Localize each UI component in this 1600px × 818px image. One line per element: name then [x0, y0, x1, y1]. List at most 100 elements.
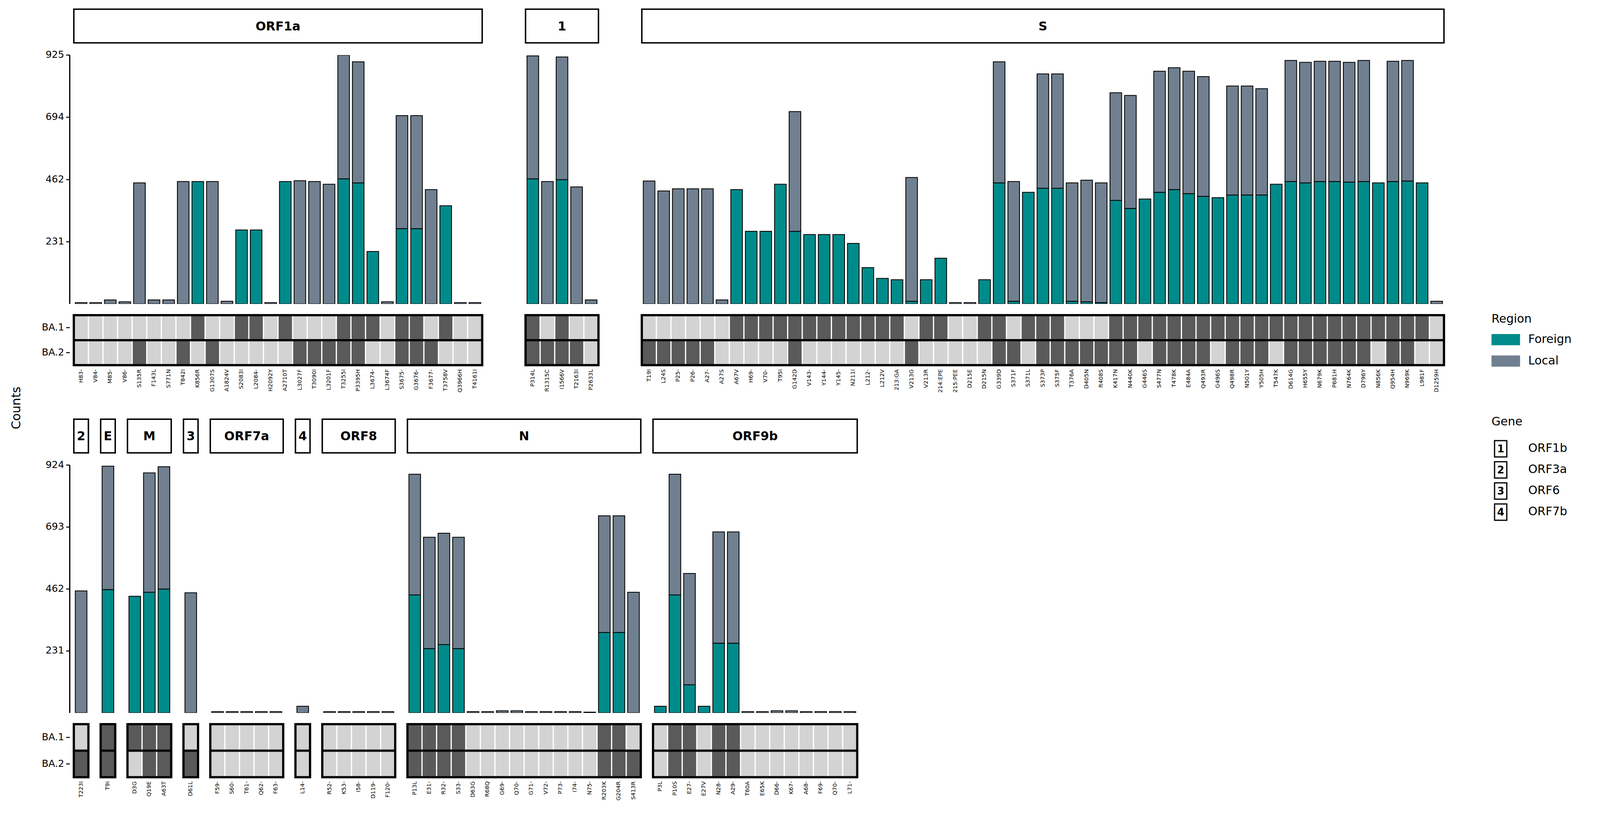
heat-cell — [773, 316, 788, 340]
bar-segment — [1051, 188, 1064, 304]
heat-cell — [366, 316, 380, 340]
heat-cell — [468, 316, 482, 340]
bar-segment — [191, 181, 204, 304]
y-tick-label: 462 — [45, 582, 65, 595]
bar-segment — [323, 711, 336, 713]
bar-segment — [1124, 208, 1137, 304]
heat-cell — [1386, 316, 1400, 340]
x-tick-label: G142D — [791, 369, 798, 389]
heat-cell — [323, 725, 337, 750]
bar-segment — [1285, 60, 1297, 182]
heat-cell — [553, 725, 568, 750]
heat-cell — [1357, 341, 1371, 365]
x-tick-label: P3395H — [354, 369, 361, 392]
gene-key-box — [1494, 503, 1507, 521]
x-tick-label: D614G — [1287, 369, 1294, 389]
x-tick-label: L212- — [864, 369, 871, 386]
heat-cell — [468, 341, 482, 365]
heat-cell — [1167, 341, 1181, 365]
heat-cell — [744, 316, 758, 340]
heat-cell — [802, 341, 817, 365]
x-tick-label: D3G — [130, 781, 138, 794]
bar-segment — [905, 177, 918, 302]
x-tick-label: N856K — [1374, 369, 1382, 389]
x-tick-label: I58- — [354, 781, 362, 793]
bar-segment — [408, 474, 421, 595]
heat-cell — [977, 341, 992, 365]
heat-cell — [408, 725, 422, 750]
gene-box — [641, 8, 1445, 43]
heat-cell — [846, 341, 860, 365]
bar-segment — [978, 279, 991, 304]
bar-segment — [352, 61, 365, 183]
x-tick-label: D66- — [773, 781, 780, 795]
heat-cell — [103, 341, 117, 365]
gene-title: 1 — [557, 19, 567, 34]
y-tick — [66, 54, 70, 56]
x-tick-label: L3201F — [325, 369, 332, 391]
x-tick-label: Y145- — [834, 369, 842, 386]
bar-segment — [920, 279, 933, 281]
heat-cell — [351, 725, 366, 750]
heat-cell — [323, 751, 337, 777]
bar-segment — [1212, 197, 1224, 304]
bar-segment — [1197, 196, 1210, 304]
heat-cell — [1313, 316, 1327, 340]
heat-cell — [828, 725, 842, 750]
heat-cell — [1240, 316, 1254, 340]
x-tick-label: L3674F — [383, 369, 391, 391]
x-tick-label: T95I — [776, 369, 784, 383]
bar-segment — [583, 712, 596, 713]
heat-cell — [269, 725, 283, 750]
heat-cell — [568, 725, 582, 750]
heat-cell — [799, 725, 813, 750]
heat-cell — [395, 316, 409, 340]
gene-box — [525, 8, 599, 43]
heat-frame — [73, 724, 89, 778]
heat-cell — [453, 341, 467, 365]
heat-cell — [466, 725, 480, 750]
x-tick-label: P25- — [674, 369, 681, 383]
bar-segment — [452, 537, 465, 649]
heat-cell — [1327, 316, 1342, 340]
heat-cell — [128, 751, 142, 777]
bar-segment — [556, 57, 568, 180]
x-tick-label: T19I — [645, 369, 652, 383]
heat-cell — [1167, 316, 1181, 340]
x-tick-label: F120- — [383, 781, 391, 798]
heat-cell — [784, 751, 799, 777]
bar-segment — [1387, 61, 1399, 182]
heat-cell — [832, 316, 846, 340]
heat-cell — [992, 316, 1006, 340]
bar-segment — [1357, 181, 1370, 304]
gene-key-box — [1494, 461, 1507, 479]
y-tick — [66, 526, 70, 528]
heat-cell — [905, 316, 919, 340]
x-tick-label: N764K — [1345, 369, 1352, 389]
heat-cell — [1152, 341, 1167, 365]
x-tick-label: T376A — [1067, 369, 1075, 388]
heat-cell — [147, 316, 161, 340]
heat-cell — [657, 341, 671, 365]
x-tick-label: S135R — [135, 369, 143, 388]
heat-divider — [210, 749, 284, 752]
heat-cell — [977, 316, 992, 340]
heat-cell — [1123, 341, 1138, 365]
bar-segment — [832, 234, 845, 304]
heat-cell — [157, 751, 171, 777]
x-tick-label: S60- — [228, 781, 235, 795]
x-tick-label: A68- — [802, 781, 809, 795]
heat-cell — [788, 341, 802, 365]
heat-cell — [1371, 341, 1385, 365]
heat-cell — [741, 725, 755, 750]
bar-segment — [683, 573, 696, 685]
bar-segment — [1285, 181, 1297, 304]
heat-cell — [191, 341, 205, 365]
bar-segment — [526, 55, 539, 179]
gene-title: S — [1038, 19, 1048, 34]
x-tick-label: R1315C — [543, 369, 550, 392]
bar-segment — [352, 711, 365, 713]
bar-segment — [226, 711, 238, 713]
heat-cell — [293, 316, 307, 340]
bar-segment — [643, 180, 656, 304]
